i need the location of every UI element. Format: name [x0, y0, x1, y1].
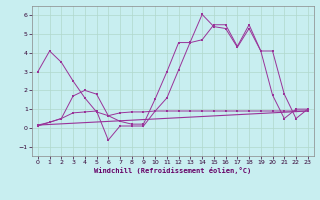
X-axis label: Windchill (Refroidissement éolien,°C): Windchill (Refroidissement éolien,°C) — [94, 167, 252, 174]
